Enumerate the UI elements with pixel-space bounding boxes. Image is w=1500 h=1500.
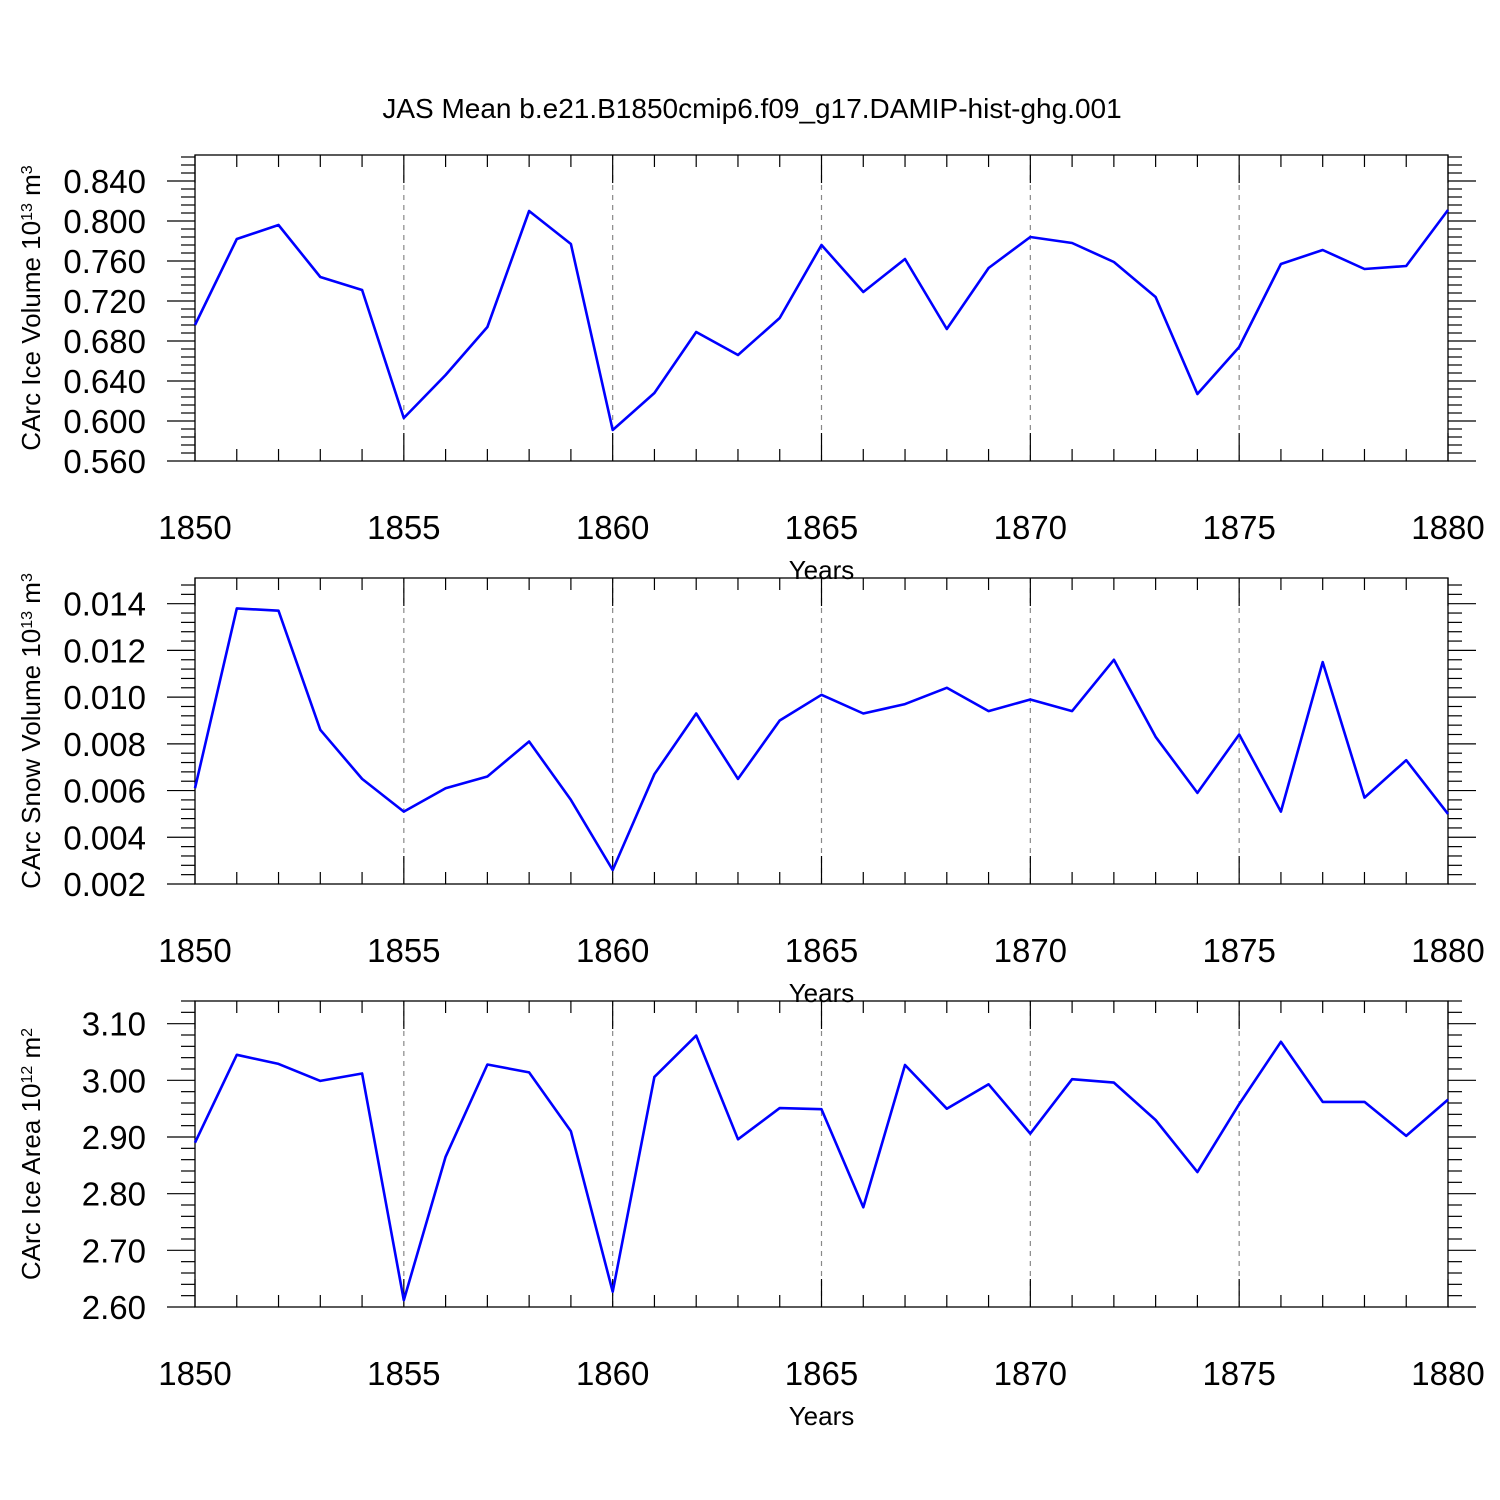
x-tick-label: 1865 xyxy=(785,932,858,969)
y-axis-title: CArc Ice Volume 1013 m3 xyxy=(16,165,46,450)
y-tick-label: 0.008 xyxy=(63,726,146,763)
y-tick-label: 0.840 xyxy=(63,163,146,200)
panels: 1850 1855 1860 1865 1870 1875 18800.5600.6000.… xyxy=(16,154,1485,1431)
y-tick-label: 0.014 xyxy=(63,586,146,623)
x-tick-label: 1875 xyxy=(1202,509,1275,546)
y-tick-label: 0.560 xyxy=(63,443,146,480)
chart-title: JAS Mean b.e21.B1850cmip6.f09_g17.DAMIP-… xyxy=(382,93,1121,124)
x-tick-label: 1865 xyxy=(785,1355,858,1392)
y-tick-label: 0.010 xyxy=(63,679,146,716)
y-tick-label: 2.60 xyxy=(82,1289,146,1326)
y-tick-label: 2.90 xyxy=(82,1119,146,1156)
y-tick-label: 0.004 xyxy=(63,819,146,856)
panel-1: 1850 1855 1860 1865 1870 1875 18800.5600.6000.… xyxy=(16,154,1485,585)
x-tick-label: 1855 xyxy=(367,1355,440,1392)
panel-2: 1850 1855 1860 1865 1870 1875 1880 0.002 0.004 0.… xyxy=(16,573,1485,1008)
x-tick-label: 1850 xyxy=(158,932,231,969)
y-axis-title: CArc Snow Volume 1013 m3 xyxy=(16,573,46,889)
y-tick-label: 0.006 xyxy=(63,773,146,810)
y-tick-label: 3.10 xyxy=(82,1006,146,1043)
series-line xyxy=(193,1034,1449,1302)
x-tick-label: 1850 xyxy=(158,1355,231,1392)
x-tick-label: 1875 xyxy=(1202,1355,1275,1392)
x-tick-label: 1850 xyxy=(158,509,231,546)
x-tick-label: 1875 xyxy=(1202,932,1275,969)
y-tick-label: 2.70 xyxy=(82,1232,146,1269)
series-line xyxy=(193,607,1450,872)
y-tick-label: 0.600 xyxy=(63,403,146,440)
y-axis-title: CArc Ice Area 1012 m2 xyxy=(16,1028,46,1280)
x-tick-label: 1855 xyxy=(367,932,440,969)
series-line xyxy=(193,209,1450,432)
x-tick-label: 1870 xyxy=(994,932,1067,969)
x-tick-label: 1880 xyxy=(1411,1355,1484,1392)
x-tick-label: 1870 xyxy=(994,1355,1067,1392)
x-tick-label: 1880 xyxy=(1411,932,1484,969)
x-tick-label: 1860 xyxy=(576,932,649,969)
y-tick-label: 0.002 xyxy=(63,866,146,903)
y-tick-label: 0.760 xyxy=(63,243,146,280)
x-tick-label: 1880 xyxy=(1411,509,1484,546)
x-tick-label: 1860 xyxy=(576,1355,649,1392)
x-tick-label: 1865 xyxy=(785,509,858,546)
y-tick-label: 0.640 xyxy=(63,363,146,400)
y-tick-label: 0.680 xyxy=(63,323,146,360)
y-tick-label: 3.00 xyxy=(82,1062,146,1099)
x-tick-label: 1855 xyxy=(367,509,440,546)
y-tick-label: 0.800 xyxy=(63,203,146,240)
y-tick-label: 0.012 xyxy=(63,632,146,669)
x-axis-title: Years xyxy=(789,1401,855,1431)
y-tick-label: 0.720 xyxy=(63,283,146,320)
x-tick-label: 1870 xyxy=(994,509,1067,546)
panel-3: 1850 1855 1860 1865 1870 1875 1880 2.60 2.70 2.80… xyxy=(16,1000,1485,1431)
x-tick-label: 1860 xyxy=(576,509,649,546)
y-tick-label: 2.80 xyxy=(82,1176,146,1213)
